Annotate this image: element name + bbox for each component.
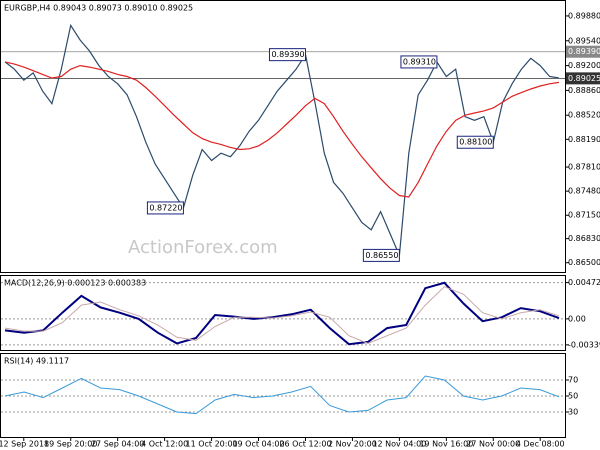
- price-level-label: 0.89390: [568, 47, 600, 56]
- annotation-label: 0.89310: [403, 57, 436, 66]
- series-line: [4, 61, 560, 198]
- y-tick-label: 0.89880: [568, 11, 600, 20]
- macd-panel: [0, 275, 566, 351]
- y-tick-label: 70: [568, 376, 578, 385]
- x-tick-label: 19 Nov 16:00: [419, 440, 473, 449]
- x-tick-label: 4 Dec 08:00: [516, 440, 565, 449]
- x-tick-label: 26 Oct 12:00: [279, 440, 331, 449]
- annotation-label: 0.87220: [149, 203, 182, 212]
- y-tick-label: 0.87810: [568, 163, 600, 172]
- y-tick-label: 0.004729: [568, 278, 600, 287]
- annotation-label: 0.89390: [271, 50, 304, 59]
- watermark: ActionForex.com: [128, 237, 278, 258]
- x-tick-label: 12 Sep 2018: [0, 440, 49, 449]
- annotation-box: [146, 201, 184, 215]
- x-tick-label: 19 Oct 04:00: [232, 440, 284, 449]
- y-tick-label: 0.88190: [568, 135, 600, 144]
- y-tick-label: 0.89540: [568, 36, 600, 45]
- y-tick-label: 50: [568, 392, 578, 401]
- series-line: [4, 23, 560, 256]
- x-tick-label: 27 Nov 00:00: [466, 440, 520, 449]
- x-tick-label: 27 Sep 04:00: [91, 440, 144, 449]
- x-tick-label: 2 Nov 20:00: [328, 440, 377, 449]
- annotation-box: [268, 48, 306, 62]
- y-tick-label: 0.87480: [568, 187, 600, 196]
- y-tick-label: 0.00: [568, 314, 586, 323]
- y-tick-label: 0.86830: [568, 234, 600, 243]
- y-tick-label: 0.86500: [568, 258, 600, 267]
- price-panel: [0, 0, 566, 273]
- y-tick-label: 0.89200: [568, 61, 600, 70]
- x-tick-label: 4 Oct 12:00: [141, 440, 188, 449]
- y-tick-label: 0.88520: [568, 111, 600, 120]
- annotation-box: [362, 248, 400, 262]
- panel-title: RSI(14) 49.1117: [4, 357, 69, 366]
- annotation-label: 0.88100: [459, 138, 492, 147]
- annotation-label: 0.86550: [365, 251, 398, 260]
- price-level-label: 0.89025: [568, 74, 600, 83]
- y-tick-label: 0.88860: [568, 86, 600, 95]
- panel-title: EURGBP,H4 0.89043 0.89073 0.89010 0.8902…: [4, 4, 193, 13]
- series-line: [4, 281, 560, 346]
- y-tick-label: 30: [568, 408, 578, 417]
- price-level-box: [566, 45, 600, 58]
- annotation-box: [400, 55, 438, 69]
- series-line: [4, 375, 560, 415]
- panel-title: MACD(12,26,9) 0.000123 0.000383: [4, 279, 146, 288]
- series-line: [4, 286, 560, 344]
- x-tick-label: 11 Oct 20:00: [185, 440, 237, 449]
- annotation-box: [456, 135, 494, 149]
- y-tick-label: -0.003391: [568, 340, 600, 349]
- y-tick-label: 0.87150: [568, 211, 600, 220]
- price-level-box: [566, 72, 600, 85]
- x-tick-label: 19 Sep 20:00: [44, 440, 97, 449]
- x-tick-label: 12 Nov 04:00: [372, 440, 426, 449]
